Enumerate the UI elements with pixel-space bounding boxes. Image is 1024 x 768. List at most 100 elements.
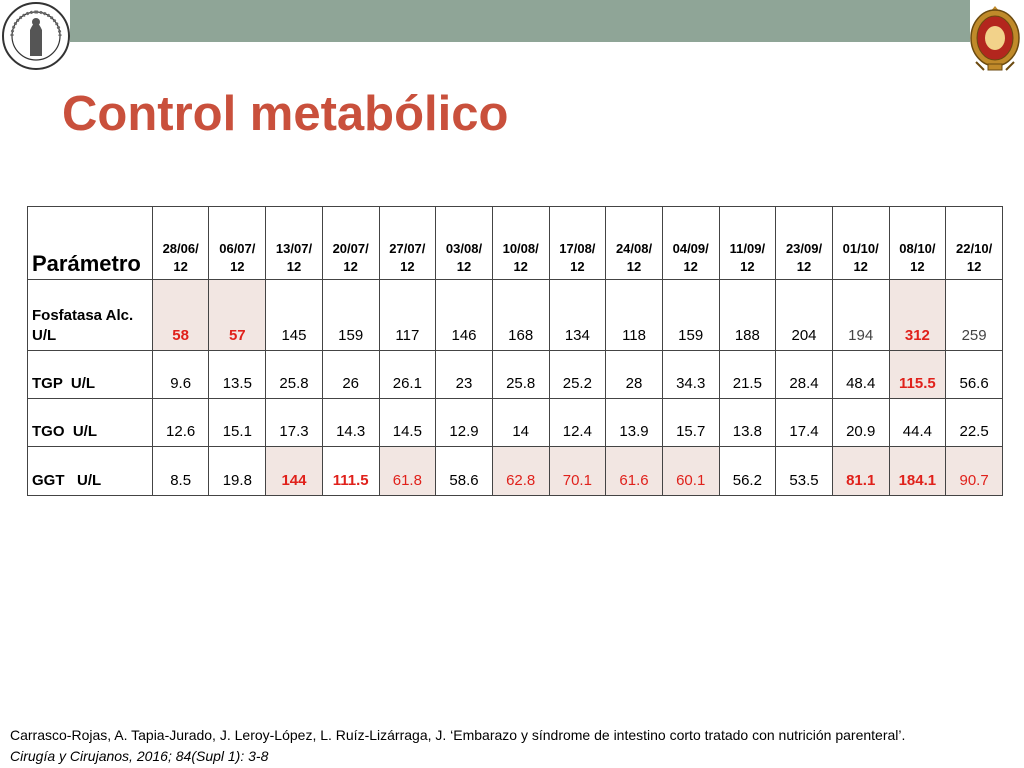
table-cell: 58.6 (435, 446, 493, 496)
table-cell: 28.4 (775, 350, 833, 399)
table-cell: 194 (831, 279, 890, 351)
date-header: 01/10/12 (831, 206, 890, 280)
table-cell: 60.1 (661, 446, 720, 496)
seal-icon (2, 2, 70, 70)
row-label-line1: GGT U/L (32, 472, 102, 489)
table-cell: 17.4 (775, 398, 833, 447)
date-header-bottom: 12 (230, 259, 245, 274)
table-cell: 12.6 (151, 398, 210, 447)
table-cell: 25.2 (548, 350, 607, 399)
date-header-bottom: 12 (570, 259, 585, 274)
table-cell: 8.5 (151, 446, 210, 496)
date-header-top: 04/09/ (672, 241, 709, 256)
row-label: Fosfatasa Alc. U/L (27, 279, 153, 351)
table-cell: 56.2 (718, 446, 777, 496)
table-cell: 70.1 (548, 446, 607, 496)
date-header-top: 13/07/ (275, 241, 313, 256)
table-cell: 12.9 (435, 398, 493, 447)
row-label-line1: TGP U/L (32, 375, 96, 392)
date-header-top: 01/10/ (842, 241, 879, 256)
date-header-bottom: 12 (456, 259, 472, 274)
coat-of-arms-icon (970, 6, 1020, 71)
table-cell: 15.1 (208, 398, 267, 447)
date-header-bottom: 12 (683, 259, 698, 274)
page-title: Control metabólico (62, 87, 509, 141)
table-cell: 12.4 (548, 398, 607, 447)
metabolic-table: Parámetro 28/06/12 06/07/12 13/07/12 20/07/… (27, 206, 1003, 496)
table-cell: 56.6 (945, 350, 1003, 399)
date-header-bottom: 12 (853, 259, 868, 274)
date-header-top: 20/07/ (332, 241, 369, 256)
table-cell: 14 (491, 398, 550, 447)
table-cell: 48.4 (831, 350, 890, 399)
table-cell: 26.1 (378, 350, 437, 399)
table-cell: 145 (265, 279, 323, 351)
date-header-top: 24/08/ (615, 241, 653, 256)
table-cell: 19.8 (208, 446, 267, 496)
row-label: TGO U/L (27, 398, 153, 447)
table-row: TGP U/L 9.6 13.5 25.8 26 26.1 23 25.8 25.2 28 34.3… (27, 350, 1003, 399)
table-cell: 188 (718, 279, 777, 351)
date-header: 04/09/12 (661, 206, 720, 280)
date-header-bottom: 12 (796, 259, 812, 274)
date-header: 24/08/12 (605, 206, 663, 280)
date-header-bottom: 12 (286, 259, 302, 274)
table-cell: 81.1 (831, 446, 890, 496)
date-header: 11/09/12 (718, 206, 777, 280)
table-cell: 184.1 (888, 446, 947, 496)
table-cell: 13.5 (208, 350, 267, 399)
table-cell: 9.6 (151, 350, 210, 399)
table-cell: 58 (151, 279, 210, 351)
table-cell: 20.9 (831, 398, 890, 447)
top-band (70, 0, 970, 42)
table-row: Fosfatasa Alc. U/L 58 57 145 159 117 146 168 134 1… (27, 279, 1003, 351)
table-cell: 15.7 (661, 398, 720, 447)
table-cell: 111.5 (321, 446, 380, 496)
date-header-bottom: 12 (740, 259, 755, 274)
date-header-top: 23/09/ (785, 241, 823, 256)
date-header-top: 28/06/ (162, 241, 199, 256)
date-header-bottom: 12 (513, 259, 528, 274)
table-cell: 62.8 (491, 446, 550, 496)
date-header-bottom: 12 (910, 259, 925, 274)
date-header-top: 22/10/ (956, 241, 993, 256)
date-header: 28/06/12 (151, 206, 210, 280)
table-cell: 146 (435, 279, 493, 351)
table-cell: 168 (491, 279, 550, 351)
table-cell: 23 (435, 350, 493, 399)
table-cell: 204 (775, 279, 833, 351)
parameter-header: Parámetro (27, 206, 153, 280)
table-cell: 118 (605, 279, 663, 351)
date-header-top: 27/07/ (389, 241, 426, 256)
date-header-top: 06/07/ (219, 241, 256, 256)
date-header-top: 08/10/ (899, 241, 936, 256)
date-header-top: 17/08/ (559, 241, 596, 256)
table-cell: 259 (945, 279, 1003, 351)
date-header: 06/07/12 (208, 206, 267, 280)
date-header: 03/08/12 (435, 206, 493, 280)
date-header-bottom: 12 (343, 259, 358, 274)
row-label-line1: Fosfatasa Alc. (32, 307, 134, 324)
table-cell: 312 (888, 279, 947, 351)
date-header: 23/09/12 (775, 206, 833, 280)
table-cell: 34.3 (661, 350, 720, 399)
date-header: 17/08/12 (548, 206, 607, 280)
table-cell: 14.3 (321, 398, 380, 447)
table-cell: 144 (265, 446, 323, 496)
date-header-bottom: 12 (626, 259, 642, 274)
table-cell: 25.8 (491, 350, 550, 399)
table-row: TGO U/L 12.6 15.1 17.3 14.3 14.5 12.9 14 12.4 13.… (27, 398, 1003, 447)
date-header: 13/07/12 (265, 206, 323, 280)
table-cell: 21.5 (718, 350, 777, 399)
row-label: TGP U/L (27, 350, 153, 399)
date-header: 22/10/12 (945, 206, 1003, 280)
date-header-top: 10/08/ (502, 241, 539, 256)
table-cell: 90.7 (945, 446, 1003, 496)
table-cell: 14.5 (378, 398, 437, 447)
date-header: 27/07/12 (378, 206, 437, 280)
table-cell: 28 (605, 350, 663, 399)
table-cell: 57 (208, 279, 267, 351)
reference-citation: Carrasco-Rojas, A. Tapia-Jurado, J. Lero… (10, 725, 1010, 767)
table-cell: 53.5 (775, 446, 833, 496)
row-label-line2: U/L (32, 327, 57, 344)
